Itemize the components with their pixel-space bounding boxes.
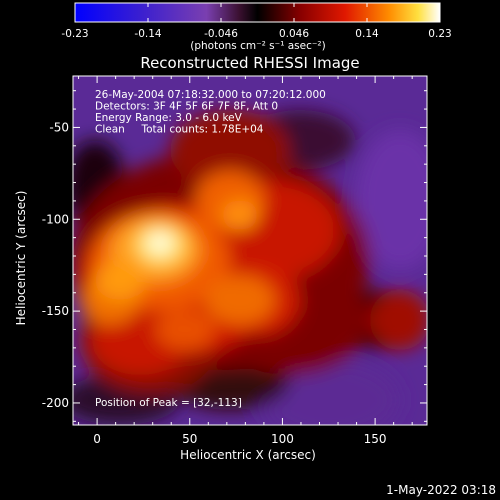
colorbar-tick-label: -0.14: [134, 28, 161, 40]
peak-position-label: Position of Peak = [32,-113]: [95, 397, 242, 409]
plot-image: [73, 76, 427, 425]
info-line: Clean Total counts: 1.78E+04: [95, 124, 264, 136]
colorbar-tick-label: 0.23: [428, 28, 451, 40]
info-text: 26-May-2004 07:18:32.000 to 07:20:12.000…: [95, 89, 326, 136]
colorbar-tick-label: -0.23: [61, 28, 88, 40]
colorbar-unit-label: (photons cm⁻² s⁻¹ asec⁻²): [190, 40, 325, 52]
x-tick-label: 150: [364, 432, 387, 446]
x-tick-label: 100: [271, 432, 294, 446]
colorbar-tick-label: -0.046: [204, 28, 238, 40]
axis-ticks: 0 50 100 150 -50 -100 -150 -200: [42, 76, 427, 446]
chart-title: Reconstructed RHESSI Image: [140, 54, 359, 72]
plot-frame: [72, 75, 428, 426]
y-tick-label: -100: [42, 212, 69, 226]
colorbar-gradient: [74, 2, 441, 23]
y-tick-label: -150: [42, 304, 69, 318]
info-line: Detectors: 3F 4F 5F 6F 7F 8F, Att 0: [95, 101, 278, 113]
x-tick-label: 0: [93, 432, 101, 446]
info-line: Energy Range: 3.0 - 6.0 keV: [95, 112, 243, 124]
colorbar-tick-label: 0.14: [355, 28, 379, 40]
info-line: 26-May-2004 07:18:32.000 to 07:20:12.000: [95, 89, 326, 101]
colorbar: -0.23 -0.14 -0.046 0.046 0.14 0.23 (photons c…: [61, 2, 452, 52]
x-tick-label: 50: [182, 432, 197, 446]
y-tick-label: -50: [49, 120, 69, 134]
y-axis-label: Heliocentric Y (arcsec): [14, 191, 28, 326]
footer-date: 1-May-2022 03:18: [386, 483, 496, 497]
colorbar-ticks: -0.23 -0.14 -0.046 0.046 0.14 0.23: [61, 3, 452, 40]
y-tick-label: -200: [42, 396, 69, 410]
x-axis-label: Heliocentric X (arcsec): [180, 448, 316, 462]
colorbar-tick-label: 0.046: [279, 28, 309, 40]
